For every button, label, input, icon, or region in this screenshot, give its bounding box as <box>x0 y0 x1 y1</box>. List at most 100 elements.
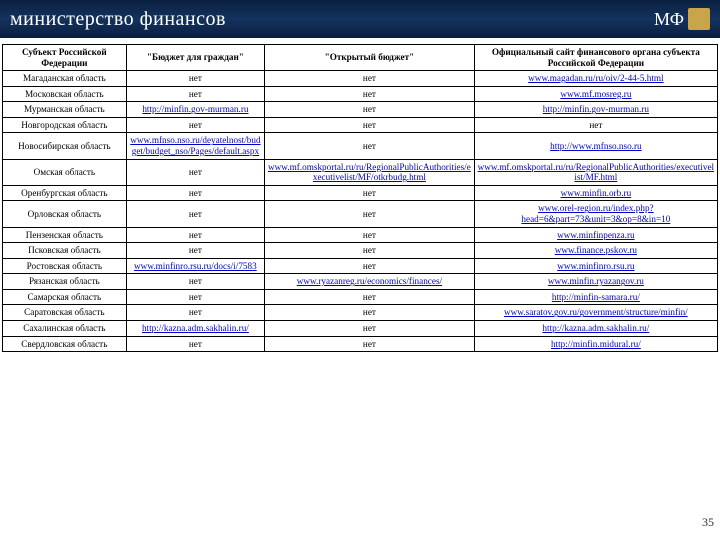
link[interactable]: www.minfin.orb.ru <box>561 188 632 198</box>
cell-region: Мурманская область <box>3 102 127 118</box>
cell-budget-citizens: нет <box>126 86 264 102</box>
cell-budget-citizens: нет <box>126 185 264 201</box>
cell-region: Свердловская область <box>3 336 127 352</box>
link[interactable]: www.minfinro.rsu.ru/docs/i/7583 <box>134 261 257 271</box>
cell-official-site: www.saratov.gov.ru/government/structure/… <box>474 305 717 321</box>
cell-open-budget: нет <box>265 133 475 159</box>
table-row: Московская областьнетнетwww.mf.mosreg.ru <box>3 86 718 102</box>
table-row: Новгородская областьнетнетнет <box>3 117 718 133</box>
table-row: Саратовская областьнетнетwww.saratov.gov… <box>3 305 718 321</box>
cell-open-budget: www.ryazanreg.ru/economics/finances/ <box>265 274 475 290</box>
link[interactable]: www.saratov.gov.ru/government/structure/… <box>504 307 688 317</box>
table-row: Рязанская областьнетwww.ryazanreg.ru/eco… <box>3 274 718 290</box>
budget-table: Субъект Российской Федерации "Бюджет для… <box>2 44 718 352</box>
cell-budget-citizens: нет <box>126 159 264 185</box>
link[interactable]: www.mf.omskportal.ru/ru/RegionalPublicAu… <box>478 162 714 183</box>
link[interactable]: http://minfin.gov-murman.ru <box>142 104 248 114</box>
cell-open-budget: нет <box>265 201 475 227</box>
table-row: Сахалинская область http://kazna.adm.sakh… <box>3 320 718 336</box>
cell-open-budget: нет <box>265 258 475 274</box>
cell-region: Орловская область <box>3 201 127 227</box>
cell-budget-citizens: http://minfin.gov-murman.ru <box>126 102 264 118</box>
emblem-icon <box>688 8 710 30</box>
link[interactable]: http://kazna.adm.sakhalin.ru/ <box>542 323 649 333</box>
cell-region: Саратовская область <box>3 305 127 321</box>
table-row: Новосибирская областьwww.mfnso.nso.ru/de… <box>3 133 718 159</box>
table-container: Субъект Российской Федерации "Бюджет для… <box>0 38 720 352</box>
link[interactable]: www.magadan.ru/ru/oiv/2-44-5.html <box>528 73 663 83</box>
page-number: 35 <box>702 515 714 530</box>
table-row: Омская областьнетwww.mf.omskportal.ru/ru… <box>3 159 718 185</box>
cell-budget-citizens: нет <box>126 243 264 259</box>
page-header: министерство финансов МФ <box>0 0 720 38</box>
cell-budget-citizens: нет <box>126 305 264 321</box>
cell-budget-citizens: нет <box>126 274 264 290</box>
table-row: Орловская областьнетнетwww.orel-region.r… <box>3 201 718 227</box>
col-official-site: Официальный сайт финансового органа субъ… <box>474 45 717 71</box>
cell-official-site: www.finance.pskov.ru <box>474 243 717 259</box>
cell-official-site: www.minfin.orb.ru <box>474 185 717 201</box>
table-row: Ростовская область www.minfinro.rsu.ru/do… <box>3 258 718 274</box>
col-region: Субъект Российской Федерации <box>3 45 127 71</box>
cell-open-budget: нет <box>265 185 475 201</box>
cell-official-site: www.orel-region.ru/index.php?head=6&part… <box>474 201 717 227</box>
cell-open-budget: нет <box>265 227 475 243</box>
cell-official-site: www.mf.omskportal.ru/ru/RegionalPublicAu… <box>474 159 717 185</box>
cell-open-budget: www.mf.omskportal.ru/ru/RegionalPublicAu… <box>265 159 475 185</box>
cell-budget-citizens: нет <box>126 227 264 243</box>
cell-region: Пензенская область <box>3 227 127 243</box>
cell-official-site: www.mf.mosreg.ru <box>474 86 717 102</box>
table-row: Самарская областьнетнетhttp://minfin-sam… <box>3 289 718 305</box>
link[interactable]: www.mfnso.nso.ru/deyatelnost/budget/budg… <box>130 135 260 156</box>
link[interactable]: www.mf.omskportal.ru/ru/RegionalPublicAu… <box>268 162 471 183</box>
link[interactable]: www.minfin.ryazangov.ru <box>548 276 644 286</box>
table-header-row: Субъект Российской Федерации "Бюджет для… <box>3 45 718 71</box>
cell-region: Самарская область <box>3 289 127 305</box>
cell-official-site: http://www.mfnso.nso.ru <box>474 133 717 159</box>
cell-budget-citizens: www.minfinro.rsu.ru/docs/i/7583 <box>126 258 264 274</box>
link[interactable]: www.minfinro.rsu.ru <box>557 261 634 271</box>
link[interactable]: www.minfinpenza.ru <box>557 230 634 240</box>
link[interactable]: http://www.mfnso.nso.ru <box>550 141 642 151</box>
table-row: Пензенская областьнетнетwww.minfinpenza.… <box>3 227 718 243</box>
cell-official-site: www.minfin.ryazangov.ru <box>474 274 717 290</box>
cell-official-site: http://kazna.adm.sakhalin.ru/ <box>474 320 717 336</box>
link[interactable]: www.finance.pskov.ru <box>555 245 637 255</box>
link[interactable]: www.orel-region.ru/index.php?head=6&part… <box>521 203 670 224</box>
cell-official-site: http://minfin.midural.ru/ <box>474 336 717 352</box>
cell-region: Ростовская область <box>3 258 127 274</box>
cell-open-budget: нет <box>265 102 475 118</box>
cell-budget-citizens: www.mfnso.nso.ru/deyatelnost/budget/budg… <box>126 133 264 159</box>
table-row: Свердловская областьнетнетhttp://minfin.… <box>3 336 718 352</box>
cell-region: Новосибирская область <box>3 133 127 159</box>
cell-budget-citizens: http://kazna.adm.sakhalin.ru/ <box>126 320 264 336</box>
cell-open-budget: нет <box>265 289 475 305</box>
link[interactable]: www.mf.mosreg.ru <box>560 89 631 99</box>
table-row: Магаданская областьнетнетwww.magadan.ru/… <box>3 71 718 87</box>
cell-region: Московская область <box>3 86 127 102</box>
header-title: министерство финансов <box>10 8 226 31</box>
cell-region: Оренбургская область <box>3 185 127 201</box>
table-row: Псковская областьнетнетwww.finance.pskov… <box>3 243 718 259</box>
cell-open-budget: нет <box>265 320 475 336</box>
link[interactable]: http://minfin.midural.ru/ <box>551 339 641 349</box>
cell-official-site: www.minfinro.rsu.ru <box>474 258 717 274</box>
cell-budget-citizens: нет <box>126 336 264 352</box>
cell-open-budget: нет <box>265 86 475 102</box>
col-budget-citizens: "Бюджет для граждан" <box>126 45 264 71</box>
col-open-budget: "Открытый бюджет" <box>265 45 475 71</box>
link[interactable]: http://minfin-samara.ru/ <box>552 292 640 302</box>
cell-official-site: нет <box>474 117 717 133</box>
link[interactable]: http://kazna.adm.sakhalin.ru/ <box>142 323 249 333</box>
table-row: Оренбургская областьнетнетwww.minfin.orb… <box>3 185 718 201</box>
link[interactable]: www.ryazanreg.ru/economics/finances/ <box>297 276 442 286</box>
cell-region: Магаданская область <box>3 71 127 87</box>
cell-region: Псковская область <box>3 243 127 259</box>
table-row: Мурманская область http://minfin.gov-murm… <box>3 102 718 118</box>
cell-region: Омская область <box>3 159 127 185</box>
link[interactable]: http://minfin.gov-murman.ru <box>543 104 649 114</box>
cell-budget-citizens: нет <box>126 117 264 133</box>
logo-text: МФ <box>654 9 684 30</box>
header-logo: МФ <box>654 8 710 30</box>
cell-region: Сахалинская область <box>3 320 127 336</box>
